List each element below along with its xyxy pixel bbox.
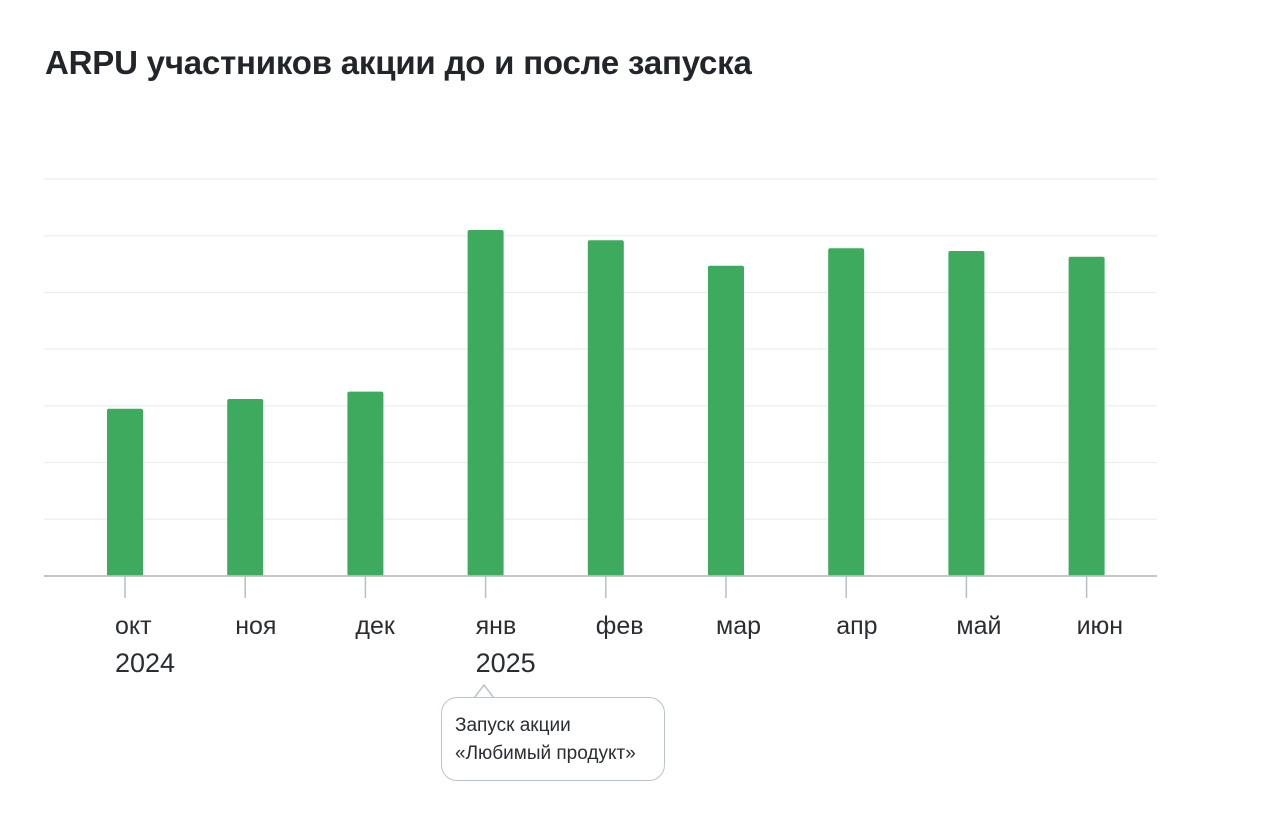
x-axis-ticks — [124, 576, 1088, 598]
x-tick-label-ноя: ноя — [235, 612, 276, 640]
x-tick-label-дек: дек — [355, 612, 395, 640]
annotation-line-1: Запуск акции — [455, 715, 571, 736]
year-label-2025: 2025 — [476, 648, 536, 678]
bar-фев — [587, 240, 624, 576]
bar-май — [948, 251, 985, 576]
bar-окт — [107, 408, 143, 576]
x-tick-label-мар: мар — [716, 612, 761, 640]
bar-апр — [828, 248, 865, 577]
x-tick-label-май: май — [956, 612, 1001, 640]
bar-июн — [1068, 256, 1105, 576]
bar-мар — [708, 265, 744, 576]
bars — [107, 230, 1105, 577]
year-label-2024: 2024 — [115, 648, 175, 678]
bar-янв — [467, 230, 504, 577]
x-tick-label-апр: апр — [836, 612, 877, 640]
x-tick-label-фев: фев — [596, 612, 644, 640]
bar-ноя — [227, 399, 264, 576]
x-tick-label-июн: июн — [1077, 612, 1124, 640]
x-tick-label-окт: окт — [115, 612, 152, 640]
launch-annotation: Запуск акции «Любимый продукт» — [441, 697, 665, 781]
annotation-line-2: «Любимый продукт» — [455, 743, 636, 764]
x-axis-tick-labels: окт ноя дек янв фев мар апр май июн — [115, 612, 1123, 640]
chart-title: ARPU участников акции до и после запуска — [45, 44, 752, 81]
callout-pointer — [474, 684, 494, 698]
x-tick-label-янв: янв — [476, 612, 517, 640]
bar-дек — [347, 391, 384, 576]
x-axis-year-labels: 2024 2025 — [115, 648, 536, 678]
